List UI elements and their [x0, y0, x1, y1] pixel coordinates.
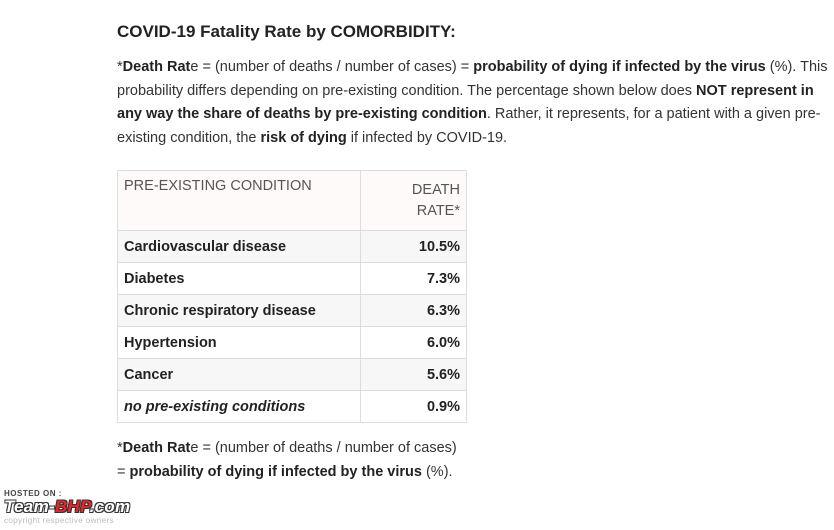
header-death-rate: DEATH RATE*	[360, 170, 467, 231]
table-row: Cancer 5.6%	[117, 358, 467, 391]
intro-not-word: NOT	[696, 82, 727, 99]
header-rate-line2: RATE*	[416, 202, 460, 219]
note-death-rate-suffix: e	[190, 440, 199, 456]
intro-tail: if infected by COVID-19.	[346, 129, 508, 146]
logo-part-a: Team-	[4, 497, 55, 516]
logo-part-c: .com	[89, 497, 131, 516]
table-row: Chronic respiratory disease 6.3%	[117, 294, 467, 327]
row-rate: 5.6%	[360, 358, 467, 391]
intro-represent: represent in any way the share of deaths…	[117, 82, 814, 123]
row-condition: Hypertension	[117, 326, 361, 359]
table-row: no pre-existing conditions 0.9%	[117, 390, 467, 423]
page-title: COVID-19 Fatality Rate by COMORBIDITY:	[117, 22, 456, 41]
row-rate: 6.0%	[360, 326, 467, 359]
table-row: Hypertension 6.0%	[117, 326, 467, 359]
row-condition: Cardiovascular disease	[117, 230, 361, 263]
row-condition: Cancer	[117, 358, 361, 391]
watermark-hosted: HOSTED ON :	[4, 489, 62, 498]
intro-death-rate-suffix: e	[190, 59, 199, 75]
footnote-paragraph: *Death Rate = (number of deaths / number…	[117, 436, 457, 484]
note-probability: probability of dying if infected by the …	[129, 464, 422, 480]
note-formula: = (number of deaths / number of cases) =	[117, 440, 457, 480]
row-rate: 6.3%	[360, 294, 467, 327]
table-header-row: PRE-EXISTING CONDITION DEATH RATE*	[117, 170, 467, 231]
header-rate-line1: DEATH	[411, 181, 460, 198]
intro-formula: = (number of deaths / number of cases) =	[198, 59, 474, 75]
row-condition: Diabetes	[117, 262, 361, 295]
note-death-rate-label: Death Rat	[122, 440, 191, 456]
intro-asterisk: *	[117, 59, 123, 75]
row-rate: 7.3%	[360, 262, 467, 295]
note-asterisk: *	[117, 440, 123, 456]
intro-probability: probability of dying if infected by the …	[473, 59, 766, 75]
watermark: HOSTED ON : Team-BHP.com copyright respe…	[4, 489, 204, 530]
logo-part-b: BHP	[54, 497, 90, 516]
intro-paragraph: *Death Rate = (number of deaths / number…	[117, 56, 829, 150]
comorbidity-table: PRE-EXISTING CONDITION DEATH RATE* Cardio…	[117, 170, 467, 423]
watermark-copyright: copyright respective owners	[4, 516, 114, 525]
row-condition: no pre-existing conditions	[117, 390, 361, 423]
intro-risk: risk of dying	[260, 129, 347, 146]
header-condition: PRE-EXISTING CONDITION	[117, 170, 361, 231]
row-rate: 10.5%	[360, 230, 467, 263]
table-row: Cardiovascular disease 10.5%	[117, 230, 467, 263]
note-tail: (%).	[421, 464, 453, 480]
intro-rather: . Rather, it represents, for a patient w…	[117, 106, 821, 146]
intro-percent-note: (%). This probability differs depending …	[117, 59, 828, 99]
team-bhp-logo: Team-BHP.com	[4, 497, 130, 517]
row-rate: 0.9%	[360, 390, 467, 423]
row-condition: Chronic respiratory disease	[117, 294, 361, 327]
table-row: Diabetes 7.3%	[117, 262, 467, 295]
intro-death-rate-label: Death Rat	[122, 59, 191, 75]
